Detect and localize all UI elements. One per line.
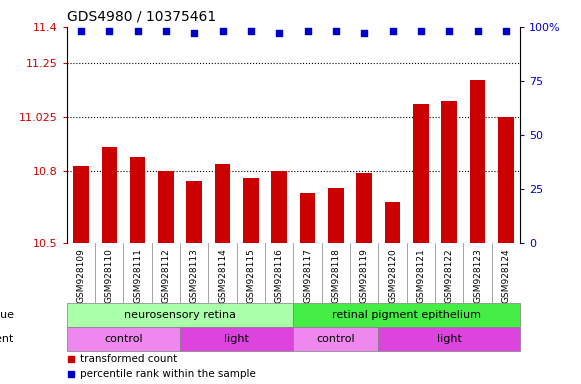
Text: neurosensory retina: neurosensory retina [124,310,236,320]
Point [416,28,425,34]
Point [501,28,511,34]
Point [105,28,114,34]
Text: GSM928110: GSM928110 [105,248,114,303]
Bar [67,327,180,351]
Bar [271,171,287,243]
Text: GSM928123: GSM928123 [473,248,482,303]
Text: tissue: tissue [0,310,15,320]
Bar [187,181,202,243]
Text: GSM928111: GSM928111 [133,248,142,303]
Text: GSM928116: GSM928116 [275,248,284,303]
Bar [158,171,174,243]
Bar [300,193,315,243]
Text: GSM928121: GSM928121 [417,248,425,303]
Point [189,30,199,36]
Bar [442,101,457,243]
Text: GSM928112: GSM928112 [162,248,170,303]
Text: GSM928114: GSM928114 [218,248,227,303]
Text: light: light [224,334,249,344]
Bar [385,202,400,243]
Point [360,30,369,36]
Bar [130,157,145,243]
Point [76,28,85,34]
Bar [67,303,293,327]
Bar [293,303,520,327]
Bar [469,80,485,243]
Bar [180,327,293,351]
Bar [413,104,429,243]
Text: transformed count: transformed count [80,354,178,364]
Point [444,28,454,34]
Text: GSM928117: GSM928117 [303,248,312,303]
Point [388,28,397,34]
Text: GSM928113: GSM928113 [190,248,199,303]
Text: GDS4980 / 10375461: GDS4980 / 10375461 [67,10,216,23]
Text: GSM928119: GSM928119 [360,248,369,303]
Point [246,28,256,34]
Text: GSM928118: GSM928118 [331,248,340,303]
Point [303,28,312,34]
Point [162,28,171,34]
Bar [378,327,520,351]
Text: GSM928115: GSM928115 [246,248,256,303]
Text: retinal pigment epithelium: retinal pigment epithelium [332,310,481,320]
Bar [102,147,117,243]
Bar [293,327,378,351]
Point [331,28,340,34]
Text: GSM928109: GSM928109 [77,248,85,303]
Text: control: control [317,334,355,344]
Text: percentile rank within the sample: percentile rank within the sample [80,369,256,379]
Text: light: light [437,334,462,344]
Point [133,28,142,34]
Text: GSM928122: GSM928122 [444,248,454,303]
Bar [215,164,231,243]
Bar [356,174,372,243]
Text: agent: agent [0,334,14,344]
Text: GSM928124: GSM928124 [501,248,510,303]
Bar [498,117,514,243]
Bar [73,166,89,243]
Text: control: control [104,334,143,344]
Point [275,30,284,36]
Bar [243,178,259,243]
Text: GSM928120: GSM928120 [388,248,397,303]
Point [473,28,482,34]
Point [218,28,227,34]
Bar [328,188,344,243]
